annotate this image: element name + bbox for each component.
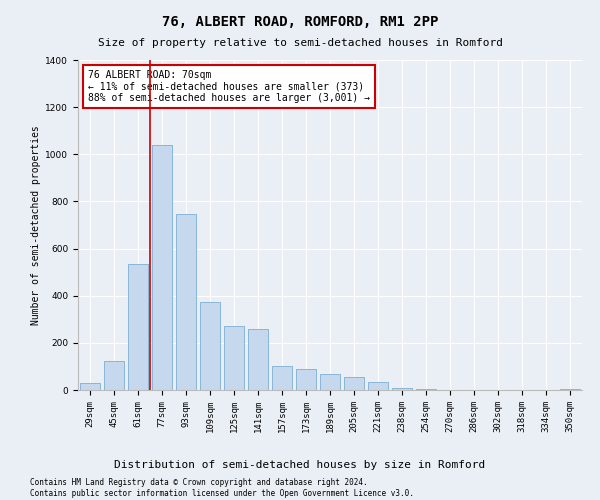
Bar bbox=[392, 388, 412, 390]
Bar bbox=[344, 377, 364, 390]
Bar bbox=[296, 369, 316, 390]
Bar bbox=[80, 383, 100, 390]
Y-axis label: Number of semi-detached properties: Number of semi-detached properties bbox=[31, 125, 41, 325]
Bar bbox=[272, 366, 292, 390]
Bar bbox=[560, 389, 580, 390]
Bar bbox=[176, 214, 196, 390]
Bar bbox=[368, 382, 388, 390]
Bar bbox=[128, 264, 148, 390]
Bar bbox=[224, 326, 244, 390]
Bar bbox=[200, 302, 220, 390]
Bar bbox=[248, 328, 268, 390]
Text: Distribution of semi-detached houses by size in Romford: Distribution of semi-detached houses by … bbox=[115, 460, 485, 470]
Text: 76 ALBERT ROAD: 70sqm
← 11% of semi-detached houses are smaller (373)
88% of sem: 76 ALBERT ROAD: 70sqm ← 11% of semi-deta… bbox=[88, 70, 370, 103]
Bar bbox=[320, 374, 340, 390]
Bar bbox=[104, 360, 124, 390]
Text: Contains HM Land Registry data © Crown copyright and database right 2024.
Contai: Contains HM Land Registry data © Crown c… bbox=[30, 478, 414, 498]
Text: Size of property relative to semi-detached houses in Romford: Size of property relative to semi-detach… bbox=[97, 38, 503, 48]
Bar bbox=[416, 389, 436, 390]
Bar bbox=[152, 145, 172, 390]
Text: 76, ALBERT ROAD, ROMFORD, RM1 2PP: 76, ALBERT ROAD, ROMFORD, RM1 2PP bbox=[162, 15, 438, 29]
